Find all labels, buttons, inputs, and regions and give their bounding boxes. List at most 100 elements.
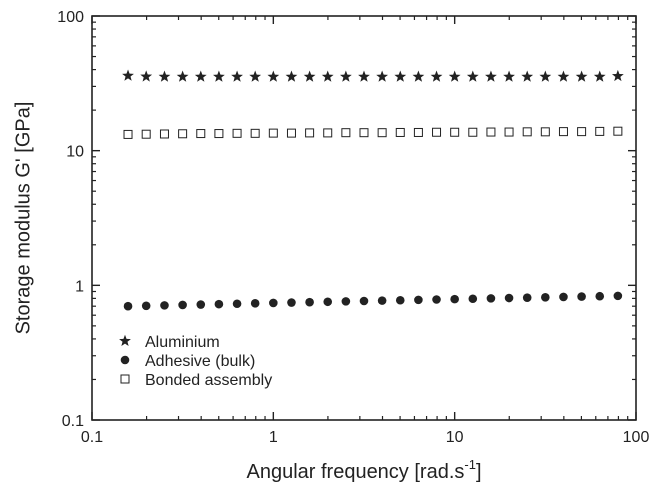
data-point (504, 127, 514, 137)
data-point (158, 70, 171, 82)
data-point (395, 127, 405, 137)
data-point (232, 128, 242, 138)
data-point (196, 129, 206, 139)
data-point (613, 291, 623, 301)
data-point (339, 70, 352, 82)
data-point (341, 297, 351, 306)
data-points (122, 69, 624, 311)
data-point (287, 298, 296, 307)
plot-frame (91, 15, 637, 421)
data-point (269, 298, 278, 308)
data-point (267, 70, 280, 82)
data-point (613, 126, 623, 136)
data-point (377, 296, 387, 305)
data-point (486, 294, 496, 303)
data-point (213, 70, 225, 82)
data-point (123, 301, 133, 311)
data-point (196, 300, 206, 309)
data-point (541, 292, 550, 302)
data-point (595, 291, 605, 301)
data-point (123, 129, 133, 139)
data-point (232, 299, 242, 309)
data-point (178, 300, 187, 310)
data-point (214, 129, 224, 139)
data-point (395, 295, 405, 305)
data-point (448, 70, 461, 82)
data-point (122, 69, 134, 81)
x-tick-label: 1 (269, 429, 278, 446)
data-point (321, 70, 334, 82)
data-point (141, 129, 151, 139)
data-point (341, 128, 351, 138)
data-point (486, 127, 496, 137)
axis-tick-labels: 0.1 1 10 100 0.1 1 10 100 (57, 9, 649, 446)
data-point (359, 128, 369, 138)
data-point (176, 70, 189, 82)
data-point (250, 128, 260, 138)
data-point (231, 70, 243, 82)
data-point (286, 128, 296, 138)
data-point (558, 127, 568, 137)
data-point (359, 296, 369, 306)
data-point (522, 127, 532, 137)
data-point (430, 70, 443, 82)
data-point (503, 70, 515, 82)
series-adhesive-bulk (123, 291, 623, 311)
legend-marker (120, 374, 130, 384)
y-tick-label: 10 (66, 144, 84, 161)
legend-item: Adhesive (bulk) (120, 353, 255, 370)
series-bonded-assembly (123, 126, 623, 139)
legend-marker (120, 355, 130, 365)
data-point (285, 70, 298, 82)
data-point (557, 70, 570, 82)
legend-item: Aluminium (119, 334, 220, 351)
data-point (160, 301, 169, 310)
data-point (432, 295, 441, 304)
data-point (485, 70, 497, 82)
data-point (522, 293, 532, 302)
legend: Aluminium Adhesive (bulk) Bonded assembly (119, 334, 272, 389)
y-tick-label: 1 (75, 278, 84, 295)
data-point (323, 297, 333, 307)
data-point (450, 127, 460, 137)
data-point (358, 70, 370, 82)
data-point (305, 128, 315, 138)
data-point (468, 294, 478, 304)
data-point (413, 127, 423, 137)
y-tick-label: 0.1 (62, 413, 84, 430)
data-point (450, 294, 459, 304)
data-point (305, 297, 314, 307)
data-point (595, 126, 605, 136)
x-tick-label: 100 (623, 429, 650, 446)
legend-label: Bonded assembly (145, 372, 272, 389)
data-point (466, 70, 479, 82)
x-axis-label: Angular frequency [rad.s-1] (246, 457, 481, 483)
legend-item: Bonded assembly (120, 372, 272, 389)
data-point (250, 299, 260, 308)
x-tick-label: 0.1 (81, 429, 103, 446)
data-point (159, 129, 169, 139)
data-point (214, 299, 224, 309)
y-axis-label: Storage modulus G' [GPa] (12, 102, 34, 335)
legend-label: Aluminium (145, 334, 220, 351)
data-point (577, 127, 587, 137)
legend-label: Adhesive (bulk) (145, 353, 255, 370)
data-point (412, 70, 425, 82)
data-point (141, 301, 151, 311)
data-point (540, 127, 550, 137)
data-point (521, 70, 534, 82)
data-point (178, 129, 188, 139)
legend-marker (119, 334, 131, 347)
data-point (303, 70, 316, 82)
data-point (323, 128, 333, 138)
y-tick-label: 100 (57, 9, 84, 26)
series-aluminium (122, 69, 624, 82)
data-point (593, 70, 606, 82)
data-point (432, 127, 442, 137)
data-point (268, 128, 278, 138)
data-point (504, 293, 514, 303)
data-point (249, 70, 262, 82)
data-point (414, 295, 423, 305)
